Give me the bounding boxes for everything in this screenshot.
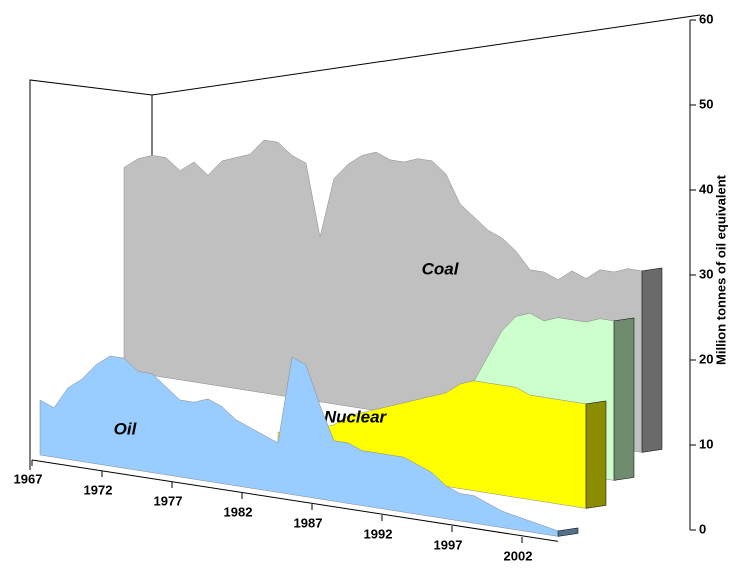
y-tick-label: 10 bbox=[699, 436, 713, 451]
x-tick-label: 1992 bbox=[364, 526, 393, 541]
y-tick-label: 40 bbox=[699, 181, 713, 196]
x-tick-label: 1977 bbox=[154, 493, 183, 508]
end-face bbox=[613, 317, 635, 481]
x-tick-label: 1987 bbox=[294, 515, 323, 530]
x-tick-label: 1982 bbox=[224, 504, 253, 519]
y-tick-label: 50 bbox=[699, 96, 713, 111]
x-tick-label: 1972 bbox=[84, 482, 113, 497]
end-face bbox=[557, 527, 579, 537]
x-tick-label: 1997 bbox=[434, 537, 463, 552]
y-tick-label: 60 bbox=[699, 11, 713, 26]
y-tick-label: 30 bbox=[699, 266, 713, 281]
end-face bbox=[641, 267, 663, 453]
back-wall bbox=[29, 14, 701, 470]
area bbox=[39, 355, 559, 537]
series-label: Oil bbox=[114, 419, 138, 438]
x-tick-label: 1967 bbox=[14, 471, 43, 486]
series-label: Nuclear bbox=[324, 407, 388, 426]
series-label: Coal bbox=[422, 259, 460, 278]
x-tick-label: 2002 bbox=[504, 548, 533, 563]
y-axis-label: Million tonnes of oil equivalent bbox=[713, 174, 728, 365]
x-axis bbox=[31, 459, 559, 542]
y-tick-label: 20 bbox=[699, 351, 713, 366]
end-face bbox=[585, 400, 607, 509]
y-tick-label: 0 bbox=[699, 521, 706, 536]
